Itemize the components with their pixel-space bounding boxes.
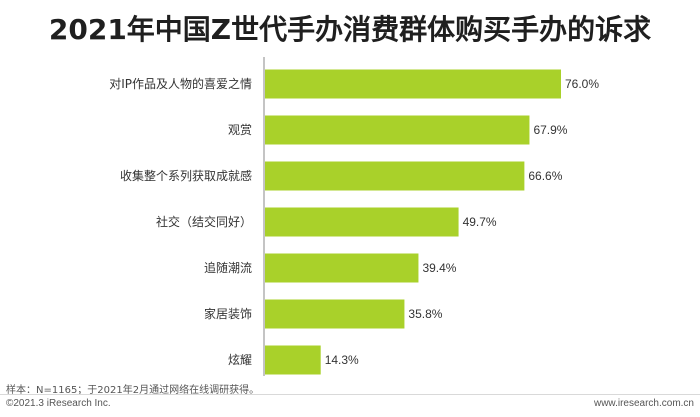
category-label: 家居装饰 <box>204 306 252 321</box>
value-label: 39.4% <box>422 261 456 275</box>
chart-title: 2021年中国Z世代手办消费群体购买手办的诉求 <box>48 13 652 46</box>
value-label: 14.3% <box>325 353 359 367</box>
footer-divider <box>0 394 700 395</box>
website-text: www.iresearch.com.cn <box>593 398 694 409</box>
bar-chart: 对IP作品及人物的喜爱之情 76.0% 观赏 67.9% 收集整个系列获取成就感 66.6… <box>109 57 599 376</box>
category-label: 收集整个系列获取成就感 <box>120 168 252 183</box>
bar <box>265 161 525 191</box>
bar <box>265 115 530 145</box>
category-label: 追随潮流 <box>204 260 252 275</box>
bar <box>265 207 459 237</box>
category-label: 炫耀 <box>228 352 252 367</box>
category-label: 对IP作品及人物的喜爱之情 <box>109 76 252 91</box>
copyright-text: ©2021.3 iResearch Inc. <box>6 398 111 409</box>
bar <box>265 345 321 375</box>
value-label: 76.0% <box>565 77 599 91</box>
bar <box>265 299 405 329</box>
bar <box>265 253 419 283</box>
value-label: 67.9% <box>533 123 567 137</box>
bar <box>265 69 561 99</box>
value-label: 66.6% <box>528 169 562 183</box>
category-label: 社交（结交同好） <box>156 214 252 229</box>
value-label: 35.8% <box>408 307 442 321</box>
sample-note: 样本：N=1165；于2021年2月通过网络在线调研获得。 <box>6 385 260 396</box>
value-label: 49.7% <box>463 215 497 229</box>
category-label: 观赏 <box>228 123 252 137</box>
